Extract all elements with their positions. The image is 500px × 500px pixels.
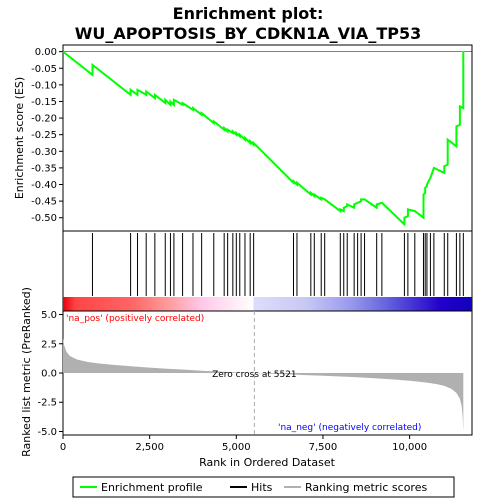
metric-y-ticks: 5.0 2.5 0.0 -2.5 -5.0 xyxy=(37,310,63,438)
positive-correlation-label: 'na_pos' (positively correlated) xyxy=(66,314,204,324)
ranked-metric-panel: 5.0 2.5 0.0 -2.5 -5.0 Zero cross at 5521 'na… xyxy=(20,287,473,457)
enrichment-score-panel: 0.00 -0.05 -0.10 -0.15 -0.20 -0.25 -0.30 -0.35 -… xyxy=(13,44,473,232)
enrichment-profile-line xyxy=(62,50,465,227)
legend-label-hits: Hits xyxy=(251,481,273,494)
es-plot-frame xyxy=(62,44,473,232)
zero-cross-label: Zero cross at 5521 xyxy=(212,370,297,380)
es-y-tick-label: -0.40 xyxy=(31,180,57,191)
x-tick-label: 2,500 xyxy=(135,442,164,453)
metric-y-tick-label: -2.5 xyxy=(37,398,57,409)
es-y-axis-label: Enrichment score (ES) xyxy=(13,77,26,199)
legend: Enrichment profile Hits Ranking metric s… xyxy=(72,476,455,498)
metric-y-tick-label: 2.5 xyxy=(41,339,57,350)
es-y-ticks: 0.00 -0.05 -0.10 -0.15 -0.20 -0.25 -0.30 -0.35 -… xyxy=(31,47,63,224)
x-tick-label: 10,000 xyxy=(392,442,427,453)
chart-title-line1: Enrichment plot: xyxy=(173,4,324,23)
hit-marks xyxy=(91,233,464,296)
es-y-tick-label: -0.10 xyxy=(31,80,57,91)
x-tick-label: 0 xyxy=(60,442,66,453)
rank-color-bar xyxy=(63,297,472,311)
es-y-tick-label: -0.05 xyxy=(31,64,57,75)
metric-y-axis-label: Ranked list metric (PreRanked) xyxy=(20,287,33,457)
metric-y-tick-label: -5.0 xyxy=(37,427,57,438)
x-axis-label: Rank in Ordered Dataset xyxy=(199,456,336,469)
x-tick-label: 7,500 xyxy=(309,442,338,453)
hits-panel xyxy=(62,230,473,316)
x-ticks: 0 2,500 5,000 7,500 10,000 xyxy=(60,435,427,453)
chart-title-line2: WU_APOPTOSIS_BY_CDKN1A_VIA_TP53 xyxy=(75,24,421,43)
es-y-tick-label: -0.35 xyxy=(31,163,57,174)
es-y-tick-label: 0.00 xyxy=(35,47,57,58)
metric-y-tick-label: 5.0 xyxy=(41,310,57,321)
legend-box xyxy=(72,476,455,498)
metric-y-tick-label: 0.0 xyxy=(41,369,57,380)
es-y-tick-label: -0.50 xyxy=(31,213,57,224)
x-tick-label: 5,000 xyxy=(222,442,251,453)
es-y-tick-label: -0.25 xyxy=(31,130,57,141)
es-y-tick-label: -0.30 xyxy=(31,147,57,158)
legend-label-ranking: Ranking metric scores xyxy=(305,481,427,494)
es-y-tick-label: -0.20 xyxy=(31,114,57,125)
legend-label-enrichment: Enrichment profile xyxy=(101,481,203,494)
es-y-tick-label: -0.15 xyxy=(31,97,57,108)
negative-correlation-label: 'na_neg' (negatively correlated) xyxy=(278,423,421,433)
es-y-tick-label: -0.45 xyxy=(31,197,57,208)
